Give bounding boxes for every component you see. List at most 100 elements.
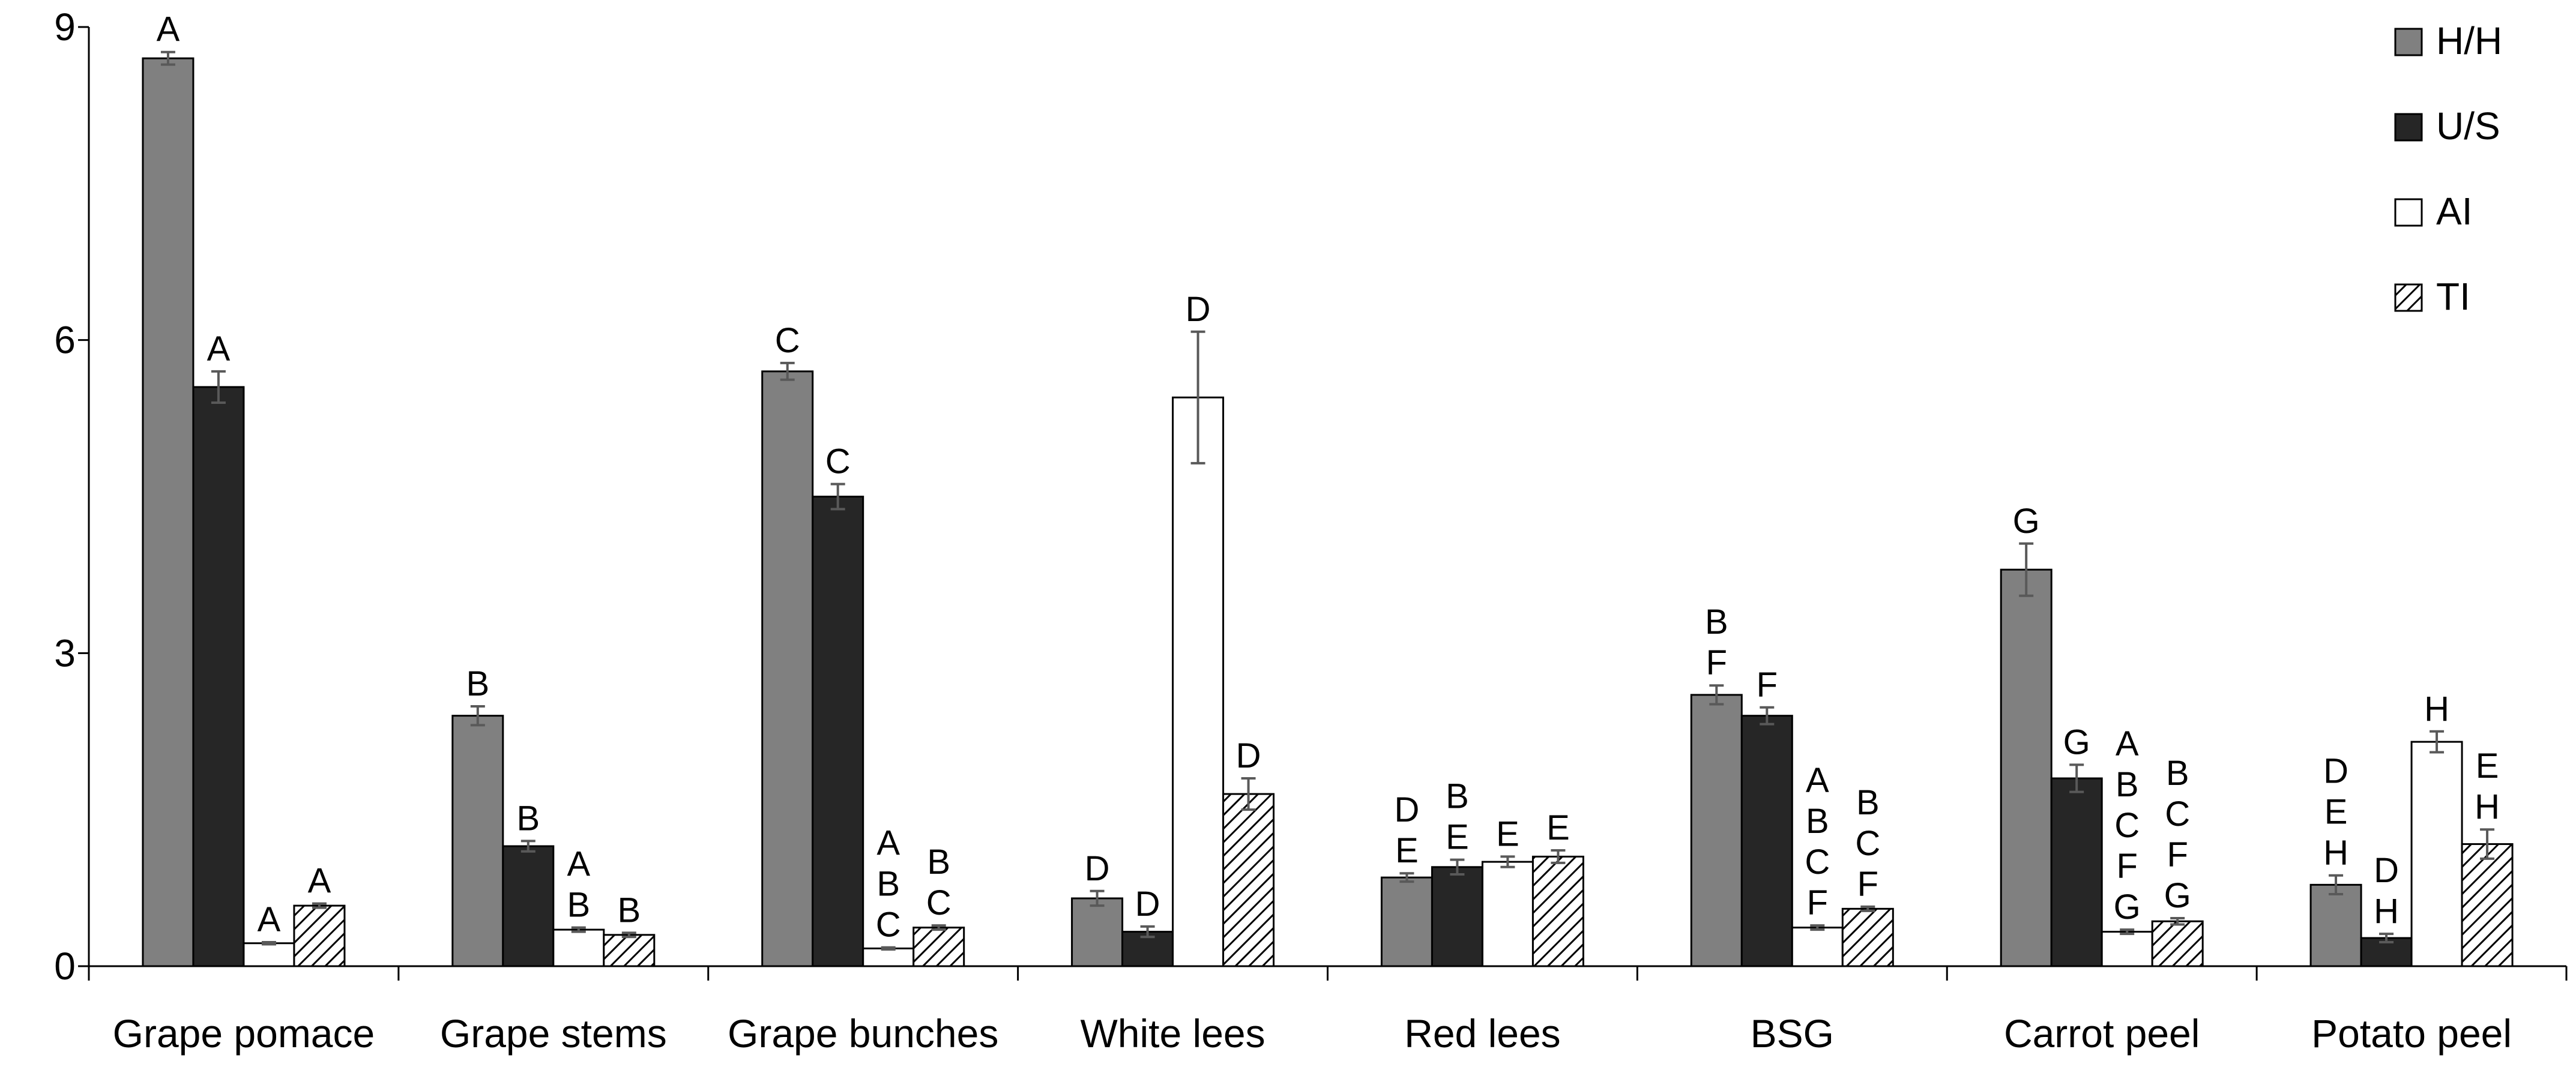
error-bar-ti-grape-stems [621,931,636,939]
error-bar-h-h-red-lees [1399,872,1414,883]
x-tick-label-grape-pomace: Grape pomace [113,1011,375,1056]
data-label-ai-grape-bunches: B [876,865,900,904]
data-label-u-s-grape-pomace: A [207,329,231,368]
bar-ai-carrot-peel [2101,931,2153,967]
data-label-u-s-white-lees: D [1135,885,1160,924]
bars-layer [142,57,2514,967]
data-label-ti-grape-bunches: B [927,843,950,882]
data-label-h-h-grape-pomace: A [157,10,180,49]
bar-ti-grape-stems [603,934,656,967]
data-label-ti-grape-stems: B [617,891,641,930]
legend-swatch-h-h [2394,28,2423,56]
error-bar-h-h-carrot-peel [2019,542,2034,597]
error-bar-ti-red-lees [1551,849,1566,864]
legend-swatch-ai [2394,198,2423,227]
data-label-u-s-red-lees: B [1446,777,1469,816]
data-label-ti-potato-peel: E [2476,747,2499,786]
bar-u-s-bsg [1740,715,1793,967]
data-label-h-h-grape-bunches: C [775,321,800,360]
y-tick-label: 6 [54,319,76,362]
data-label-ai-carrot-peel: C [2114,806,2140,845]
data-label-ti-red-lees: E [1546,808,1570,847]
bar-ti-potato-peel [2461,843,2514,967]
error-bar-u-s-carrot-peel [2069,763,2084,793]
error-bar-ai-bsg [1810,924,1825,931]
data-label-ti-potato-peel: H [2475,787,2500,826]
data-label-ai-carrot-peel: F [2116,847,2137,886]
error-bar-ai-grape-bunches [881,946,896,951]
bar-h-h-red-lees [1380,876,1433,967]
error-bar-ti-potato-peel [2480,828,2495,860]
data-label-ai-grape-bunches: C [876,906,901,945]
data-label-u-s-carrot-peel: G [2063,723,2090,762]
data-label-ai-bsg: B [1806,802,1829,841]
error-bar-h-h-grape-bunches [780,361,795,381]
error-bar-u-s-grape-bunches [830,482,845,511]
data-label-h-h-grape-stems: B [466,664,489,703]
error-bar-ai-grape-pomace [261,941,276,946]
data-label-h-h-potato-peel: D [2323,752,2348,791]
y-tick-label: 9 [54,5,76,49]
data-label-u-s-red-lees: E [1446,818,1469,857]
bar-h-h-bsg [1690,694,1743,967]
data-label-h-h-bsg: F [1706,643,1727,682]
data-label-ai-bsg: C [1805,843,1830,882]
bar-h-h-grape-stems [451,715,504,967]
error-bar-ai-grape-stems [571,926,586,933]
error-bar-u-s-potato-peel [2379,933,2394,944]
data-label-h-h-bsg: B [1705,603,1728,642]
bar-h-h-carrot-peel [2000,568,2053,967]
error-bar-u-s-red-lees [1450,858,1465,876]
data-label-ai-carrot-peel: A [2116,724,2139,763]
bar-ai-red-lees [1481,861,1534,967]
legend-label-ai: AI [2436,190,2472,233]
bar-ai-potato-peel [2410,741,2463,967]
data-label-u-s-potato-peel: H [2374,892,2399,931]
bar-u-s-red-lees [1431,866,1483,967]
y-tick-label: 0 [54,945,76,988]
data-label-ai-grape-bunches: A [876,824,900,863]
data-label-ai-white-lees: D [1186,290,1211,329]
error-bar-u-s-white-lees [1140,925,1155,939]
data-label-ai-bsg: A [1806,761,1829,800]
error-bar-ti-grape-bunches [931,924,946,931]
data-label-h-h-red-lees: E [1395,831,1419,870]
data-label-h-h-red-lees: D [1394,790,1419,829]
bar-h-h-grape-pomace [142,57,195,967]
data-label-ai-grape-stems: B [567,886,590,925]
error-bar-ai-white-lees [1190,330,1205,464]
bar-h-h-grape-bunches [761,370,814,967]
error-bar-h-h-bsg [1709,684,1724,706]
bar-u-s-carrot-peel [2050,777,2103,967]
data-label-ti-white-lees: D [1236,736,1261,775]
data-label-ti-carrot-peel: G [2164,876,2191,915]
legend-item-u-s: U/S [2394,104,2500,148]
error-bar-u-s-grape-stems [520,840,535,853]
data-label-ai-carrot-peel: B [2116,765,2139,804]
x-tick-label-white-lees: White lees [1081,1011,1265,1056]
legend: H/H U/S AI TI [2394,19,2502,318]
data-label-ti-bsg: B [1856,783,1880,822]
bar-ti-white-lees [1222,793,1275,967]
error-bar-h-h-grape-pomace [160,50,175,66]
bar-ti-grape-pomace [293,904,346,967]
legend-label-u-s: U/S [2436,104,2500,148]
data-label-ti-carrot-peel: B [2166,754,2189,793]
data-label-u-s-grape-stems: B [516,799,540,838]
data-label-h-h-carrot-peel: G [2013,502,2040,541]
bar-ai-grape-bunches [862,947,915,967]
data-label-h-h-potato-peel: H [2323,834,2348,873]
data-label-h-h-white-lees: D [1085,849,1110,888]
bar-h-h-potato-peel [2309,883,2362,967]
bar-ti-grape-bunches [912,927,965,967]
error-bar-h-h-grape-stems [470,705,485,727]
data-label-ti-grape-pomace: A [308,862,331,901]
x-tick-label-grape-stems: Grape stems [440,1011,667,1056]
data-label-u-s-potato-peel: D [2374,851,2399,890]
data-label-ai-red-lees: E [1496,814,1519,853]
error-bars-layer [160,50,2495,951]
error-bar-ti-white-lees [1241,777,1256,811]
data-label-ai-bsg: F [1807,883,1828,922]
error-bar-ti-bsg [1860,905,1875,912]
